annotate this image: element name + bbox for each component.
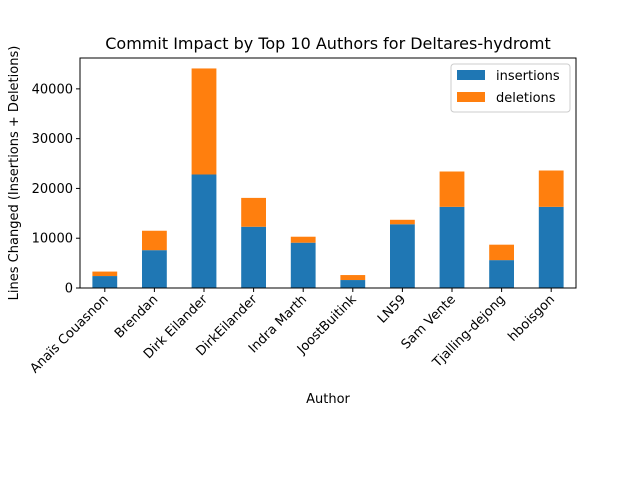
bar-deletions-brendan bbox=[142, 230, 167, 251]
bar-insertions-ln59 bbox=[390, 224, 415, 288]
bar-deletions-ana-s-couasnon bbox=[92, 271, 118, 277]
bar-insertions-hboisgon bbox=[538, 206, 564, 288]
legend: insertions deletions bbox=[450, 63, 571, 113]
bar-insertions-dirk-eilander bbox=[191, 174, 217, 288]
bar-deletions-indra-marth bbox=[290, 236, 316, 243]
legend-swatch-insertions bbox=[457, 70, 485, 80]
x-axis-label: Author bbox=[306, 392, 350, 407]
bar-insertions-tjalling-dejong bbox=[489, 260, 514, 288]
bar-insertions-dirkeilander bbox=[241, 226, 266, 288]
legend-label-insertions: insertions bbox=[496, 69, 560, 84]
y-tick-label: 40000 bbox=[32, 82, 73, 97]
bar-deletions-sam-vente bbox=[439, 171, 465, 207]
bar-insertions-sam-vente bbox=[439, 206, 465, 288]
bar-insertions-brendan bbox=[142, 250, 167, 288]
y-tick-label: 10000 bbox=[32, 232, 73, 247]
bar-insertions-indra-marth bbox=[290, 242, 316, 288]
y-axis-label: Lines Changed (Insertions + Deletions) bbox=[7, 46, 22, 301]
legend-label-deletions: deletions bbox=[496, 91, 556, 106]
bar-deletions-ln59 bbox=[390, 219, 415, 225]
legend-swatch-deletions bbox=[457, 92, 485, 102]
bar-deletions-tjalling-dejong bbox=[489, 244, 514, 261]
plot-area-frame bbox=[79, 57, 577, 289]
bar-deletions-hboisgon bbox=[538, 170, 564, 207]
y-tick-label: 20000 bbox=[32, 182, 73, 197]
y-tick-label: 30000 bbox=[32, 132, 73, 147]
bar-deletions-joostbuitink bbox=[340, 275, 366, 281]
y-tick-label: 0 bbox=[65, 282, 73, 297]
bar-deletions-dirkeilander bbox=[241, 197, 266, 227]
bar-insertions-joostbuitink bbox=[340, 280, 366, 288]
bar-deletions-dirk-eilander bbox=[191, 68, 217, 175]
y-axis: 0 10000 20000 30000 40000 bbox=[32, 82, 80, 297]
bar-insertions-ana-s-couasnon bbox=[92, 276, 118, 288]
bars-layer bbox=[92, 68, 564, 288]
chart-title: Commit Impact by Top 10 Authors for Delt… bbox=[105, 34, 550, 53]
